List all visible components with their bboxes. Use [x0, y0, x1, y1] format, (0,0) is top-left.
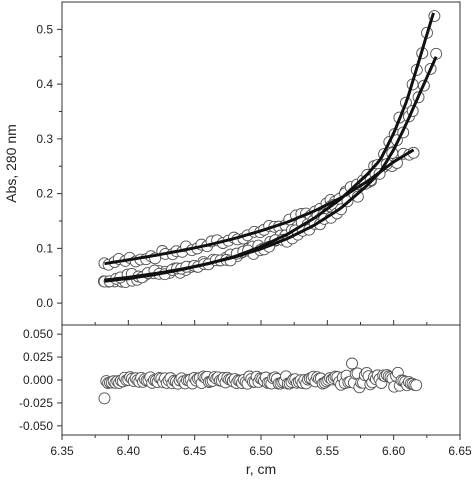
top-fit-curves [104, 12, 438, 283]
x-tick-label: 6.55 [316, 444, 340, 458]
x-tick-label: 6.50 [249, 444, 273, 458]
residual-y-tick-label: 0.050 [23, 327, 53, 341]
x-tick-label: 6.60 [382, 444, 406, 458]
top-y-tick-label: 0.5 [36, 22, 53, 36]
top-y-tick-label: 0.0 [36, 296, 53, 310]
x-axis-title: r, cm [246, 461, 276, 477]
residual-point [346, 357, 358, 370]
residual-y-tick-label: -0.025 [19, 396, 53, 410]
residual-y-tick-label: 0.025 [23, 350, 53, 364]
y-axis-title: Abs, 280 nm [3, 124, 19, 203]
x-tick-label: 6.45 [183, 444, 207, 458]
fit-curve [104, 56, 438, 282]
x-tick-label: 6.40 [117, 444, 141, 458]
top-y-axis-ticks: 0.0 0.1 0.2 0.3 0.4 0.5 [36, 22, 62, 310]
bottom-panel: 0.050 0.025 0.000 -0.025 -0.050 6.35 6.40 6.45… [19, 324, 472, 458]
x-tick-label: 6.65 [448, 444, 472, 458]
residual-points [98, 357, 423, 405]
residual-point [410, 379, 423, 392]
top-y-tick-label: 0.2 [36, 187, 53, 201]
top-y-tick-label: 0.1 [36, 241, 53, 255]
top-panel: 0.0 0.1 0.2 0.3 0.4 0.5 [36, 1, 461, 326]
residual-y-tick-label: -0.050 [19, 419, 53, 433]
top-x-axis-ticks [61, 320, 461, 325]
x-tick-label: 6.35 [50, 444, 74, 458]
residual-point [98, 392, 111, 405]
x-axis-ticks: 6.35 6.40 6.45 6.50 6.55 6.60 6.65 [50, 435, 472, 458]
fit-curve [104, 148, 415, 266]
top-y-tick-label: 0.4 [36, 77, 53, 91]
residual-y-axis-ticks: 0.050 0.025 0.000 -0.025 -0.050 [19, 327, 62, 433]
top-y-tick-label: 0.3 [36, 132, 53, 146]
residual-y-tick-label: 0.000 [23, 373, 53, 387]
